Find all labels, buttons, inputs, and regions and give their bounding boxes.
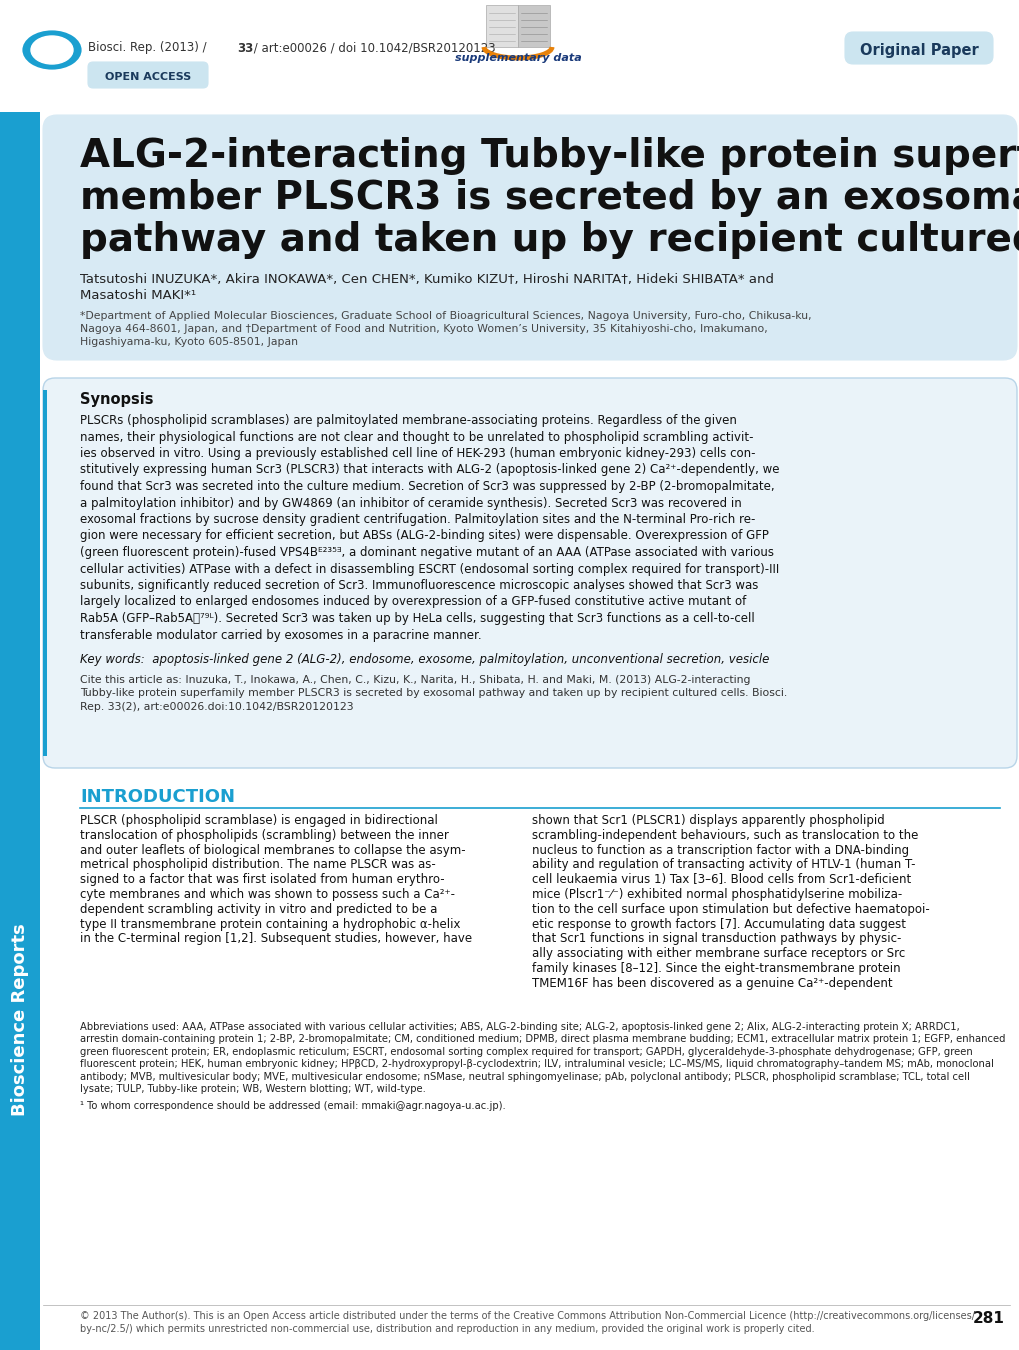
Text: largely localized to enlarged endosomes induced by overexpression of a GFP-fused: largely localized to enlarged endosomes … [79,595,746,609]
Text: arrestin domain-containing protein 1; 2-BP, 2-bromopalmitate; CM, conditioned me: arrestin domain-containing protein 1; 2-… [79,1034,1005,1044]
Text: ally associating with either membrane surface receptors or Src: ally associating with either membrane su… [532,948,905,960]
Text: Rep. 33(2), art:e00026.doi:10.1042/BSR20120123: Rep. 33(2), art:e00026.doi:10.1042/BSR20… [79,702,354,711]
Text: supplementary data: supplementary data [454,53,581,63]
Text: metrical phospholipid distribution. The name PLSCR was as-: metrical phospholipid distribution. The … [79,859,435,871]
Text: Key words:  apoptosis-linked gene 2 (ALG-2), endosome, exosome, palmitoylation, : Key words: apoptosis-linked gene 2 (ALG-… [79,653,768,666]
Bar [0,112,40,1350]
Text: transferable modulator carried by exosomes in a paracrine manner.: transferable modulator carried by exosom… [79,629,481,641]
Text: ¹ To whom correspondence should be addressed (email: mmaki@agr.nagoya-u.ac.jp).: ¹ To whom correspondence should be addre… [79,1100,505,1111]
Text: Synopsis: Synopsis [79,392,153,406]
Bar [0,0,1019,112]
Text: exosomal fractions by sucrose density gradient centrifugation. Palmitoylation si: exosomal fractions by sucrose density gr… [79,513,755,526]
Text: antibody; MVB, multivesicular body; MVE, multivesicular endosome; nSMase, neutra: antibody; MVB, multivesicular body; MVE,… [79,1072,969,1081]
Text: PLSCRs (phospholipid scramblases) are palmitoylated membrane-associating protein: PLSCRs (phospholipid scramblases) are pa… [79,414,736,427]
Bar [43,390,47,756]
Text: (green fluorescent protein)-fused VPS4Bᴱ²³⁵ᴲ, a dominant negative mutant of an A: (green fluorescent protein)-fused VPS4Bᴱ… [79,545,773,559]
Text: green fluorescent protein; ER, endoplasmic reticulum; ESCRT, endosomal sorting c: green fluorescent protein; ER, endoplasm… [79,1046,972,1057]
Text: TMEM16F has been discovered as a genuine Ca²⁺-dependent: TMEM16F has been discovered as a genuine… [532,977,892,990]
Text: Nagoya 464-8601, Japan, and †Department of Food and Nutrition, Kyoto Women’s Uni: Nagoya 464-8601, Japan, and †Department … [79,324,767,333]
Text: ALG-2-interacting Tubby-like protein superfamily: ALG-2-interacting Tubby-like protein sup… [79,136,1019,176]
Text: ability and regulation of transacting activity of HTLV-1 (human T-: ability and regulation of transacting ac… [532,859,915,871]
Text: Cite this article as: Inuzuka, T., Inokawa, A., Chen, C., Kizu, K., Narita, H., : Cite this article as: Inuzuka, T., Inoka… [79,675,750,684]
Text: 33: 33 [236,42,253,54]
Text: and outer leaflets of biological membranes to collapse the asym-: and outer leaflets of biological membran… [79,844,465,857]
Text: fluorescent protein; HEK, human embryonic kidney; HPβCD, 2-hydroxypropyl-β-cyclo: fluorescent protein; HEK, human embryoni… [79,1060,993,1069]
Text: scrambling-independent behaviours, such as translocation to the: scrambling-independent behaviours, such … [532,829,917,842]
Text: cell leukaemia virus 1) Tax [3–6]. Blood cells from Scr1-deficient: cell leukaemia virus 1) Tax [3–6]. Blood… [532,873,910,886]
Text: www.bioscirep.org: www.bioscirep.org [13,497,26,643]
Text: signed to a factor that was first isolated from human erythro-: signed to a factor that was first isolat… [79,873,444,886]
Text: that Scr1 functions in signal transduction pathways by physic-: that Scr1 functions in signal transducti… [532,933,901,945]
Text: pathway and taken up by recipient cultured cells: pathway and taken up by recipient cultur… [79,221,1019,259]
Text: Reports: Reports [12,236,28,304]
Text: etic response to growth factors [7]. Accumulating data suggest: etic response to growth factors [7]. Acc… [532,918,905,930]
Text: nucleus to function as a transcription factor with a DNA-binding: nucleus to function as a transcription f… [532,844,908,857]
Text: INTRODUCTION: INTRODUCTION [79,788,234,806]
FancyBboxPatch shape [43,115,1016,360]
Text: cyte membranes and which was shown to possess such a Ca²⁺-: cyte membranes and which was shown to po… [79,888,454,900]
Text: Abbreviations used: AAA, ATPase associated with various cellular activities; ABS: Abbreviations used: AAA, ATPase associat… [79,1022,959,1031]
Text: gion were necessary for efficient secretion, but ABSs (ALG-2-binding sites) were: gion were necessary for efficient secret… [79,529,768,543]
Text: dependent scrambling activity in vitro and predicted to be a: dependent scrambling activity in vitro a… [79,903,437,915]
Text: PLSCR (phospholipid scramblase) is engaged in bidirectional: PLSCR (phospholipid scramblase) is engag… [79,814,437,828]
Ellipse shape [31,36,73,63]
FancyBboxPatch shape [844,32,993,63]
Text: cellular activities) ATPase with a defect in disassembling ESCRT (endosomal sort: cellular activities) ATPase with a defec… [79,563,779,575]
Text: / art:e00026 / doi 10.1042/BSR20120123: / art:e00026 / doi 10.1042/BSR20120123 [250,42,495,54]
Text: by-nc/2.5/) which permits unrestricted non-commercial use, distribution and repr: by-nc/2.5/) which permits unrestricted n… [79,1324,814,1334]
Text: family kinases [8–12]. Since the eight-transmembrane protein: family kinases [8–12]. Since the eight-t… [532,963,900,975]
Text: translocation of phospholipids (scrambling) between the inner: translocation of phospholipids (scrambli… [79,829,448,842]
Text: in the C-terminal region [1,2]. Subsequent studies, however, have: in the C-terminal region [1,2]. Subseque… [79,933,472,945]
Text: ies observed in vitro. Using a previously established cell line of HEK-293 (huma: ies observed in vitro. Using a previousl… [79,447,755,460]
Text: names, their physiological functions are not clear and thought to be unrelated t: names, their physiological functions are… [79,431,753,444]
Text: Higashiyama-ku, Kyoto 605-8501, Japan: Higashiyama-ku, Kyoto 605-8501, Japan [79,338,298,347]
Text: 281: 281 [972,1311,1004,1326]
Text: Rab5A (GFP–Rab5Aᴯ⁷⁹ᴸ). Secreted Scr3 was taken up by HeLa cells, suggesting that: Rab5A (GFP–Rab5Aᴯ⁷⁹ᴸ). Secreted Scr3 was… [79,612,754,625]
Text: Bioscience Reports: Bioscience Reports [11,923,29,1116]
Text: Tubby-like protein superfamily member PLSCR3 is secreted by exosomal pathway and: Tubby-like protein superfamily member PL… [79,688,787,698]
Text: type II transmembrane protein containing a hydrophobic α-helix: type II transmembrane protein containing… [79,918,460,930]
Text: Masatoshi MAKI*¹: Masatoshi MAKI*¹ [79,289,196,302]
Text: tion to the cell surface upon stimulation but defective haematopoi-: tion to the cell surface upon stimulatio… [532,903,929,915]
Text: Original Paper: Original Paper [859,42,977,58]
Text: subunits, significantly reduced secretion of Scr3. Immunofluorescence microscopi: subunits, significantly reduced secretio… [79,579,758,593]
Text: Biosci. Rep. (2013) /: Biosci. Rep. (2013) / [88,42,210,54]
Text: OPEN ACCESS: OPEN ACCESS [105,72,191,82]
Text: found that Scr3 was secreted into the culture medium. Secretion of Scr3 was supp: found that Scr3 was secreted into the cu… [79,481,773,493]
Text: stitutively expressing human Scr3 (PLSCR3) that interacts with ALG-2 (apoptosis-: stitutively expressing human Scr3 (PLSCR… [79,463,779,477]
Polygon shape [518,5,549,47]
FancyBboxPatch shape [43,378,1016,768]
Text: shown that Scr1 (PLSCR1) displays apparently phospholipid: shown that Scr1 (PLSCR1) displays appare… [532,814,883,828]
Text: a palmitoylation inhibitor) and by GW4869 (an inhibitor of ceramide synthesis). : a palmitoylation inhibitor) and by GW486… [79,497,741,509]
Polygon shape [485,5,518,47]
Text: member PLSCR3 is secreted by an exosomal: member PLSCR3 is secreted by an exosomal [79,180,1019,217]
Text: Bioscience: Bioscience [12,154,28,246]
Ellipse shape [21,28,83,72]
Text: © 2013 The Author(s). This is an Open Access article distributed under the terms: © 2013 The Author(s). This is an Open Ac… [79,1311,974,1322]
FancyBboxPatch shape [88,62,208,88]
Text: mice (Plscr1⁻⁄⁻) exhibited normal phosphatidylserine mobiliza-: mice (Plscr1⁻⁄⁻) exhibited normal phosph… [532,888,902,900]
Text: *Department of Applied Molecular Biosciences, Graduate School of Bioagricultural: *Department of Applied Molecular Bioscie… [79,310,811,321]
Text: lysate; TULP, Tubby-like protein; WB, Western blotting; WT, wild-type.: lysate; TULP, Tubby-like protein; WB, We… [79,1084,426,1094]
Text: Tatsutoshi INUZUKA*, Akira INOKAWA*, Cen CHEN*, Kumiko KIZU†, Hiroshi NARITA†, H: Tatsutoshi INUZUKA*, Akira INOKAWA*, Cen… [79,273,773,286]
